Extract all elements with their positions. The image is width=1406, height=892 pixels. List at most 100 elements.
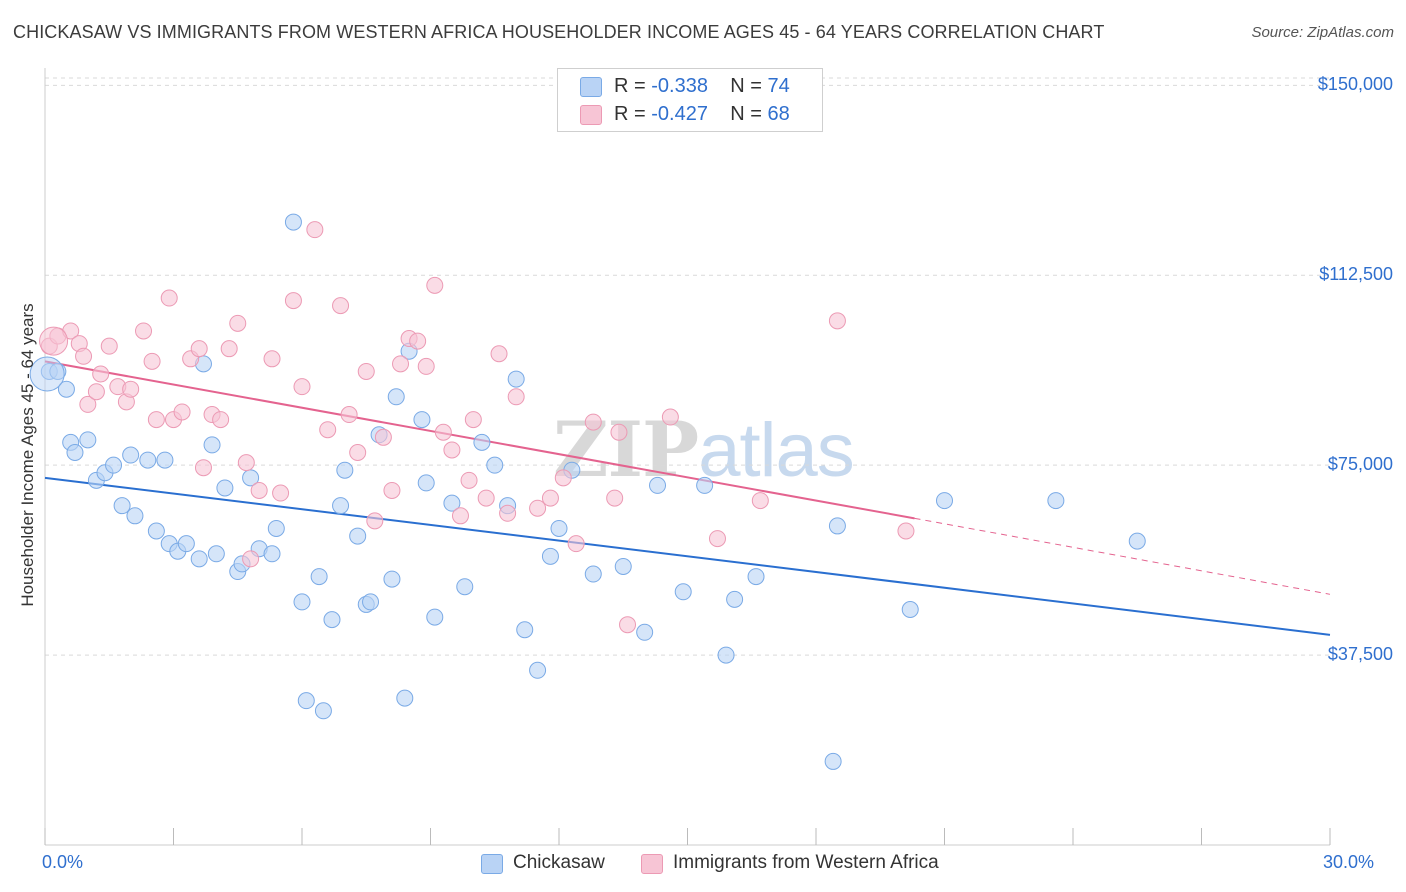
point-chickasaw	[747, 568, 765, 586]
point-immigrants	[409, 332, 427, 350]
point-immigrants	[554, 469, 572, 487]
point-immigrants	[122, 380, 140, 398]
point-immigrants	[75, 347, 93, 365]
point-chickasaw	[362, 593, 380, 611]
point-immigrants	[340, 406, 358, 424]
point-immigrants	[250, 481, 268, 499]
point-immigrants	[383, 481, 401, 499]
point-chickasaw	[901, 601, 919, 618]
point-chickasaw	[267, 519, 285, 537]
point-chickasaw	[336, 461, 354, 479]
point-chickasaw	[696, 476, 714, 494]
point-immigrants	[135, 322, 153, 340]
point-immigrants-large	[39, 326, 69, 356]
point-chickasaw	[486, 456, 504, 474]
point-chickasaw	[413, 411, 431, 429]
point-immigrants	[100, 337, 118, 355]
bottom-legend-swatch-immigrants	[641, 854, 663, 874]
legend-swatch-chickasaw	[580, 77, 602, 97]
legend-r-value: -0.338	[651, 75, 708, 97]
bottom-legend-label-immigrants: Immigrants from Western Africa	[673, 852, 939, 873]
point-chickasaw	[349, 527, 367, 545]
point-chickasaw	[443, 494, 461, 512]
point-immigrants	[434, 423, 452, 441]
point-chickasaw	[674, 583, 692, 601]
point-immigrants	[194, 459, 212, 477]
point-immigrants	[610, 423, 628, 441]
point-chickasaw	[396, 689, 414, 707]
point-immigrants	[293, 378, 311, 396]
bottom-legend-label-chickasaw: Chickasaw	[513, 852, 605, 873]
y-axis-title: Householder Income Ages 45 - 64 years	[18, 303, 37, 607]
point-immigrants	[242, 550, 260, 568]
point-immigrants	[606, 489, 624, 507]
point-immigrants	[426, 276, 444, 294]
point-immigrants	[541, 489, 559, 507]
point-chickasaw	[936, 492, 953, 510]
point-chickasaw	[507, 370, 525, 388]
x-tick-label-min: 0.0%	[42, 852, 84, 872]
bottom-legend-swatch-chickasaw	[481, 854, 503, 874]
point-chickasaw	[177, 535, 195, 553]
point-immigrants	[897, 522, 915, 540]
correlation-legend: R = -0.338 N = 74 R = -0.427 N = 68	[557, 68, 823, 132]
point-immigrants	[160, 289, 178, 307]
point-immigrants	[529, 499, 547, 517]
point-immigrants	[477, 489, 495, 507]
legend-n-value: 74	[767, 75, 790, 97]
y-tick-label: $75,000	[1327, 454, 1393, 475]
point-immigrants	[661, 408, 679, 426]
point-chickasaw	[473, 433, 491, 451]
y-tick-label: $37,500	[1327, 644, 1393, 665]
point-immigrants	[79, 395, 97, 413]
point-chickasaw	[156, 451, 174, 469]
trend-line-chickasaw	[44, 476, 1331, 636]
point-chickasaw	[190, 550, 208, 568]
point-immigrants	[263, 350, 281, 368]
point-immigrants	[147, 411, 165, 429]
point-chickasaw	[649, 476, 667, 494]
legend-n-value: 68	[767, 103, 790, 125]
point-immigrants	[349, 444, 367, 461]
point-chickasaw	[263, 545, 281, 563]
legend-r-value: -0.427	[651, 103, 708, 125]
legend-n-label: N =	[730, 103, 768, 125]
point-chickasaw	[66, 444, 84, 461]
point-chickasaw	[726, 590, 744, 608]
point-chickasaw	[310, 568, 328, 586]
point-chickasaw	[584, 565, 602, 583]
point-immigrants	[567, 535, 585, 553]
point-chickasaw	[550, 519, 568, 537]
point-chickasaw	[207, 545, 225, 563]
point-immigrants	[357, 362, 375, 380]
point-immigrants	[751, 492, 769, 510]
point-chickasaw	[105, 456, 123, 474]
point-immigrants	[92, 365, 110, 383]
point-chickasaw	[126, 507, 144, 525]
point-immigrants	[499, 504, 517, 522]
point-chickasaw	[332, 497, 350, 515]
point-chickasaw	[636, 623, 654, 641]
point-immigrants	[828, 312, 846, 330]
point-immigrants	[451, 507, 469, 525]
point-chickasaw-large	[29, 356, 65, 392]
trend-line-immigrants-extension	[914, 517, 1331, 595]
point-chickasaw	[426, 608, 444, 626]
point-chickasaw	[79, 431, 97, 449]
point-immigrants	[143, 352, 161, 370]
point-chickasaw	[387, 388, 405, 406]
point-chickasaw	[824, 752, 842, 770]
point-immigrants	[87, 383, 105, 401]
point-immigrants	[374, 428, 392, 446]
point-immigrants	[366, 512, 384, 530]
point-immigrants	[708, 530, 726, 548]
point-chickasaw	[614, 557, 632, 575]
data-points	[29, 213, 1146, 770]
y-tick-label: $112,500	[1319, 264, 1393, 285]
legend-r-label: R =	[614, 75, 652, 97]
point-chickasaw	[216, 479, 234, 497]
point-chickasaw	[383, 570, 401, 588]
point-immigrants	[237, 454, 255, 472]
point-immigrants	[619, 616, 637, 634]
